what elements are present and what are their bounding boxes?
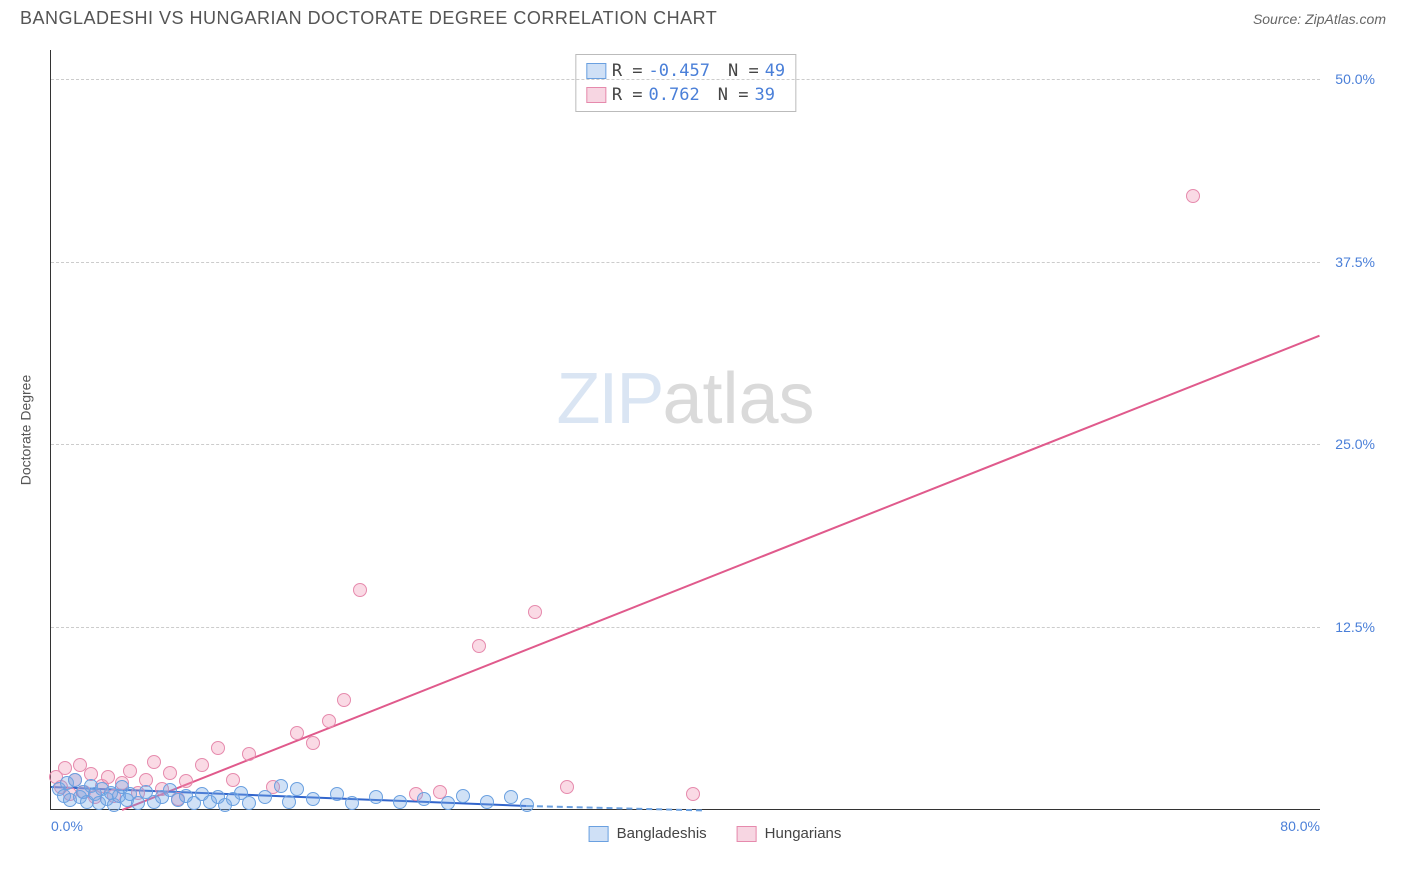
data-point (393, 795, 407, 809)
data-point (369, 790, 383, 804)
swatch-bangladeshis (586, 63, 606, 79)
gridline (51, 627, 1320, 628)
stat-n-label: N = (718, 85, 749, 105)
data-point (163, 766, 177, 780)
legend-item-hungarians: Hungarians (737, 825, 842, 842)
stat-r-label: R = (612, 61, 643, 81)
data-point (274, 779, 288, 793)
gridline (51, 79, 1320, 80)
data-point (528, 605, 542, 619)
data-point (147, 755, 161, 769)
data-point (290, 726, 304, 740)
y-tick-label: 37.5% (1335, 254, 1375, 270)
data-point (306, 792, 320, 806)
source-attribution: Source: ZipAtlas.com (1253, 11, 1386, 27)
swatch-hungarians (586, 87, 606, 103)
data-point (353, 583, 367, 597)
bottom-legend: Bangladeshis Hungarians (589, 825, 842, 842)
y-tick-label: 25.0% (1335, 436, 1375, 452)
plot-region: ZIPatlas R = -0.457 N = 49 R = 0.762 N =… (50, 50, 1320, 810)
legend-label-hungarians: Hungarians (765, 825, 842, 842)
data-point (480, 795, 494, 809)
y-tick-label: 50.0% (1335, 71, 1375, 87)
stat-r-value-1: -0.457 (649, 61, 710, 81)
data-point (242, 747, 256, 761)
data-point (441, 796, 455, 810)
regression-line (122, 335, 1320, 811)
y-tick-label: 12.5% (1335, 619, 1375, 635)
data-point (1186, 189, 1200, 203)
data-point (560, 780, 574, 794)
data-point (417, 792, 431, 806)
data-point (282, 795, 296, 809)
data-point (345, 796, 359, 810)
gridline (51, 444, 1320, 445)
swatch-bangladeshis-icon (589, 826, 609, 842)
chart-area: Doctorate Degree ZIPatlas R = -0.457 N =… (50, 50, 1380, 850)
watermark: ZIPatlas (556, 358, 814, 440)
stat-r-value-2: 0.762 (649, 85, 700, 105)
data-point (290, 782, 304, 796)
y-axis-label: Doctorate Degree (17, 375, 33, 486)
watermark-part2: atlas (662, 359, 814, 439)
stat-r-label: R = (612, 85, 643, 105)
gridline (51, 262, 1320, 263)
data-point (520, 798, 534, 812)
data-point (686, 787, 700, 801)
data-point (472, 639, 486, 653)
legend-stats-box: R = -0.457 N = 49 R = 0.762 N = 39 (575, 54, 796, 112)
data-point (211, 741, 225, 755)
data-point (322, 714, 336, 728)
x-tick-left: 0.0% (51, 818, 83, 834)
data-point (258, 790, 272, 804)
legend-item-bangladeshis: Bangladeshis (589, 825, 707, 842)
data-point (306, 736, 320, 750)
regression-line-dashed (527, 805, 702, 811)
x-tick-right: 80.0% (1280, 818, 1320, 834)
data-point (123, 764, 137, 778)
stat-n-value-2: 39 (754, 85, 774, 105)
data-point (456, 789, 470, 803)
stat-n-value-1: 49 (765, 61, 785, 81)
stat-n-label: N = (728, 61, 759, 81)
data-point (226, 773, 240, 787)
legend-stats-row-2: R = 0.762 N = 39 (586, 83, 785, 107)
chart-title: BANGLADESHI VS HUNGARIAN DOCTORATE DEGRE… (20, 8, 717, 29)
data-point (242, 796, 256, 810)
data-point (330, 787, 344, 801)
data-point (337, 693, 351, 707)
data-point (504, 790, 518, 804)
data-point (179, 774, 193, 788)
data-point (131, 796, 145, 810)
data-point (195, 758, 209, 772)
swatch-hungarians-icon (737, 826, 757, 842)
legend-label-bangladeshis: Bangladeshis (617, 825, 707, 842)
watermark-part1: ZIP (556, 359, 662, 439)
